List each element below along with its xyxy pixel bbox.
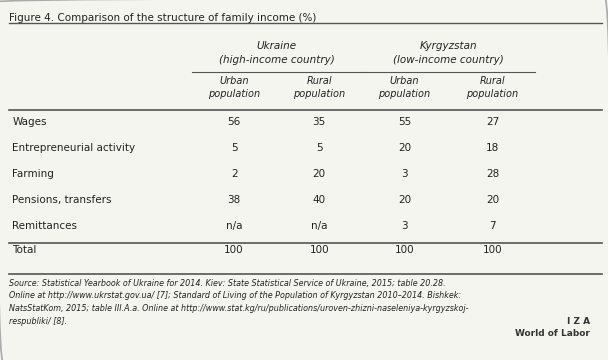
Text: I Z A
World of Labor: I Z A World of Labor: [515, 317, 590, 338]
Text: Pensions, transfers: Pensions, transfers: [12, 195, 112, 205]
Text: 27: 27: [486, 117, 499, 127]
Text: Rural
population: Rural population: [466, 76, 519, 99]
Text: Urban
population: Urban population: [208, 76, 260, 99]
Text: Urban
population: Urban population: [378, 76, 430, 99]
Text: Wages: Wages: [12, 117, 47, 127]
Text: Ukraine
(high-income country): Ukraine (high-income country): [219, 41, 334, 64]
Text: 38: 38: [227, 195, 241, 205]
Text: Remittances: Remittances: [12, 221, 77, 231]
Text: n/a: n/a: [226, 221, 243, 231]
Text: 5: 5: [316, 143, 322, 153]
Text: Entrepreneurial activity: Entrepreneurial activity: [12, 143, 136, 153]
Text: 40: 40: [313, 195, 326, 205]
Text: 28: 28: [486, 169, 499, 179]
Text: Kyrgyzstan
(low-income country): Kyrgyzstan (low-income country): [393, 41, 504, 64]
Text: Total: Total: [12, 245, 36, 255]
Text: 20: 20: [398, 195, 411, 205]
Text: Rural
population: Rural population: [293, 76, 345, 99]
Text: 7: 7: [489, 221, 496, 231]
Text: 18: 18: [486, 143, 499, 153]
Text: 100: 100: [395, 245, 414, 255]
Text: 35: 35: [313, 117, 326, 127]
Text: 5: 5: [231, 143, 237, 153]
Text: Source: Statistical Yearbook of Ukraine for 2014. Kiev: State Statistical Servic: Source: Statistical Yearbook of Ukraine …: [9, 279, 469, 325]
Text: 55: 55: [398, 117, 411, 127]
Text: 20: 20: [313, 169, 326, 179]
Text: n/a: n/a: [311, 221, 328, 231]
Text: 56: 56: [227, 117, 241, 127]
Text: 100: 100: [224, 245, 244, 255]
Text: 3: 3: [401, 169, 407, 179]
Text: 20: 20: [398, 143, 411, 153]
Text: 100: 100: [483, 245, 502, 255]
Text: 3: 3: [401, 221, 407, 231]
Text: 2: 2: [231, 169, 237, 179]
Text: 100: 100: [309, 245, 329, 255]
Text: Farming: Farming: [12, 169, 54, 179]
Text: Figure 4. Comparison of the structure of family income (%): Figure 4. Comparison of the structure of…: [9, 13, 317, 23]
Text: 20: 20: [486, 195, 499, 205]
